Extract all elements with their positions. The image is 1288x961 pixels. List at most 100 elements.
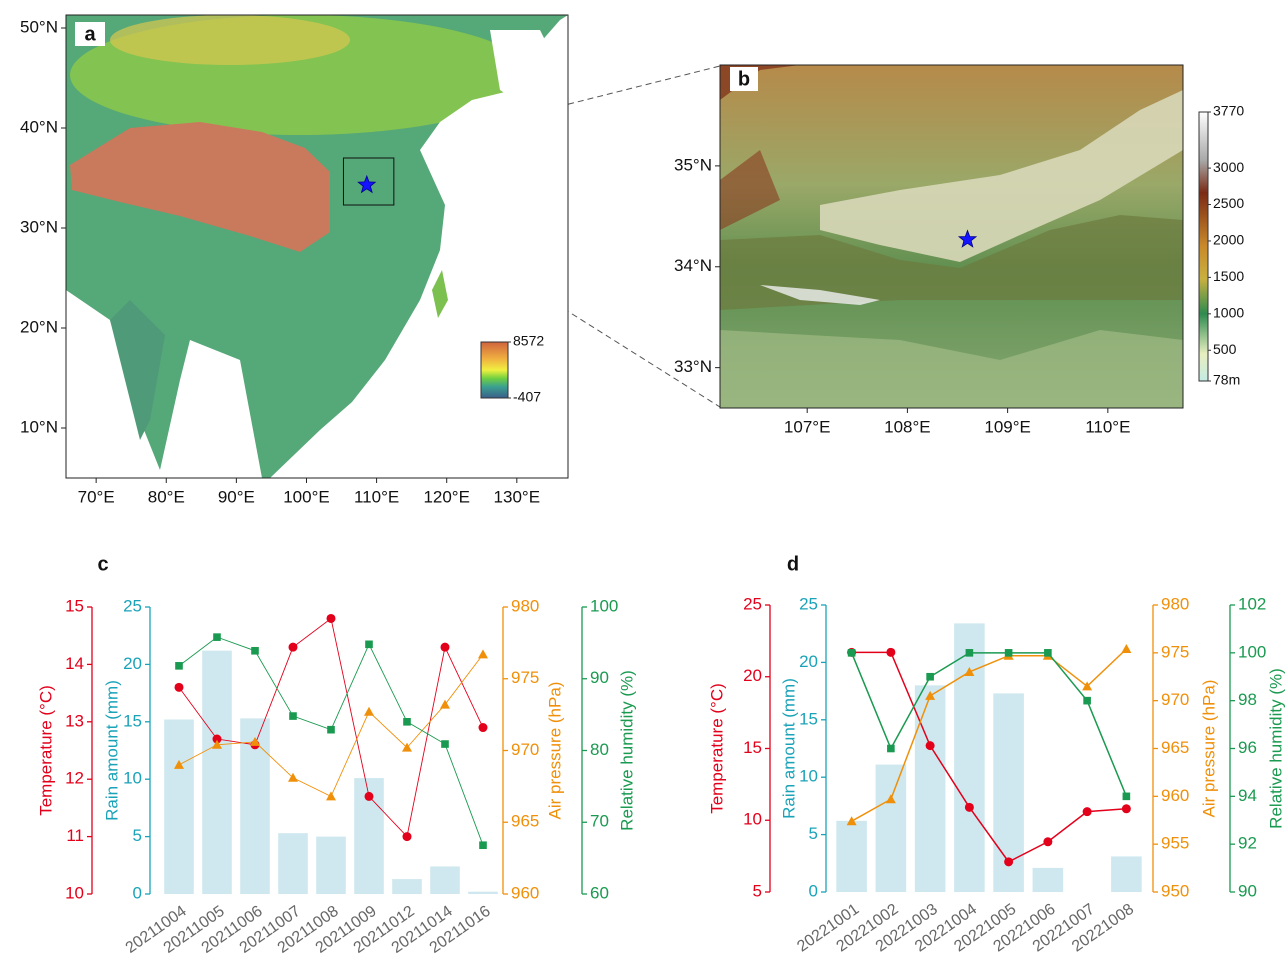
axis-tick-label: 12 <box>65 769 84 788</box>
point <box>1083 807 1092 816</box>
rain-bar <box>954 623 985 892</box>
axis-tick-label: 975 <box>511 668 539 687</box>
axis-tick-label: 0 <box>133 883 142 902</box>
colorbar-label: 1500 <box>1213 268 1244 284</box>
axis-tick-label: 10 <box>743 810 762 829</box>
axis-tick-label: 90 <box>590 668 609 687</box>
axis-tick-label: 950 <box>1161 881 1189 900</box>
rain-bar <box>915 685 946 892</box>
point <box>365 792 374 801</box>
rain-bar <box>1111 856 1142 892</box>
axis-tick-label: 70 <box>590 812 609 831</box>
point <box>1005 649 1013 657</box>
point <box>965 803 974 812</box>
x-tick-label: 70°E <box>78 487 115 506</box>
axis-title: Temperature (°C) <box>707 683 726 814</box>
x-tick-label: 100°E <box>283 487 330 506</box>
axis-tick-label: 5 <box>133 826 142 845</box>
axis-title: Temperature (°C) <box>36 685 55 816</box>
x-tick-label: 110°E <box>354 487 399 506</box>
point <box>403 832 412 841</box>
axis-title: Rain amount (mm) <box>102 680 121 821</box>
rain-bar <box>392 879 422 894</box>
map-area <box>66 15 568 478</box>
rain-bar <box>876 765 907 892</box>
axis-tick-label: 960 <box>1161 786 1189 805</box>
axis-title: Relative humidity (%) <box>1266 668 1285 829</box>
point <box>966 649 974 657</box>
axis-tick-label: 10 <box>123 769 142 788</box>
point <box>848 649 856 657</box>
point <box>327 726 335 734</box>
point <box>1122 804 1131 813</box>
axis-tick-label: 100 <box>1238 642 1266 661</box>
point <box>289 643 298 652</box>
axis-tick-label: 25 <box>123 596 142 615</box>
rain-bar <box>430 866 460 894</box>
point <box>479 723 488 732</box>
colorbar <box>481 342 508 398</box>
axis-tick-label: 955 <box>1161 834 1189 853</box>
axis-tick-label: 14 <box>65 654 84 673</box>
axis-tick-label: 98 <box>1238 690 1257 709</box>
point <box>326 791 336 800</box>
axis-tick-label: 15 <box>799 709 818 728</box>
colorbar-label: 3770 <box>1213 103 1244 119</box>
point <box>479 841 487 849</box>
axis-tick-label: 20 <box>123 654 142 673</box>
axis-tick-label: 96 <box>1238 738 1257 757</box>
y-tick-label: 20°N <box>20 317 58 336</box>
axis-tick-label: 15 <box>65 596 84 615</box>
map-area <box>720 65 1183 408</box>
axis-tick-label: 25 <box>743 594 762 613</box>
axis-title: Relative humidity (%) <box>617 670 636 831</box>
point <box>926 741 935 750</box>
axis-title: Air pressure (hPa) <box>1199 680 1218 818</box>
point <box>478 649 488 658</box>
axis-tick-label: 60 <box>590 883 609 902</box>
axis-tick-label: 960 <box>511 883 539 902</box>
point <box>926 673 934 681</box>
point <box>364 707 374 716</box>
axis-tick-label: 25 <box>799 594 818 613</box>
y-tick-label: 10°N <box>20 417 58 436</box>
axis-title: Air pressure (hPa) <box>545 682 564 820</box>
panel-label: b <box>738 68 750 90</box>
point <box>175 683 184 692</box>
point <box>441 643 450 652</box>
colorbar-label: 2000 <box>1213 232 1244 248</box>
point <box>1044 649 1052 657</box>
x-tick-label: 109°E <box>984 417 1031 436</box>
rain-bar <box>1033 868 1064 892</box>
colorbar-label: -407 <box>513 389 541 405</box>
y-tick-label: 33°N <box>674 357 712 376</box>
point <box>365 641 373 649</box>
axis-tick-label: 970 <box>511 740 539 759</box>
colorbar-label: 78m <box>1213 372 1240 388</box>
y-tick-label: 34°N <box>674 256 712 275</box>
panel-label: a <box>84 23 96 45</box>
point <box>847 816 857 825</box>
axis-tick-label: 0 <box>809 881 818 900</box>
point <box>213 633 221 641</box>
axis-tick-label: 90 <box>1238 881 1257 900</box>
panel-label: c <box>97 553 108 575</box>
axis-tick-label: 10 <box>799 767 818 786</box>
axis-tick-label: 20 <box>743 666 762 685</box>
axis-tick-label: 980 <box>1161 594 1189 613</box>
figure: 70°E80°E90°E100°E110°E120°E130°E10°N20°N… <box>0 0 1288 961</box>
x-tick-label: 130°E <box>494 487 541 506</box>
point <box>327 614 336 623</box>
point <box>1121 644 1131 653</box>
x-tick-label: 80°E <box>148 487 185 506</box>
y-tick-label: 35°N <box>674 155 712 174</box>
axis-tick-label: 5 <box>809 824 818 843</box>
point <box>403 718 411 726</box>
axis-tick-label: 13 <box>65 711 84 730</box>
axis-tick-label: 15 <box>123 711 142 730</box>
axis-tick-label: 975 <box>1161 642 1189 661</box>
colorbar-label: 8572 <box>513 333 544 349</box>
point <box>1043 837 1052 846</box>
axis-tick-label: 10 <box>65 883 84 902</box>
axis-tick-label: 94 <box>1238 786 1257 805</box>
